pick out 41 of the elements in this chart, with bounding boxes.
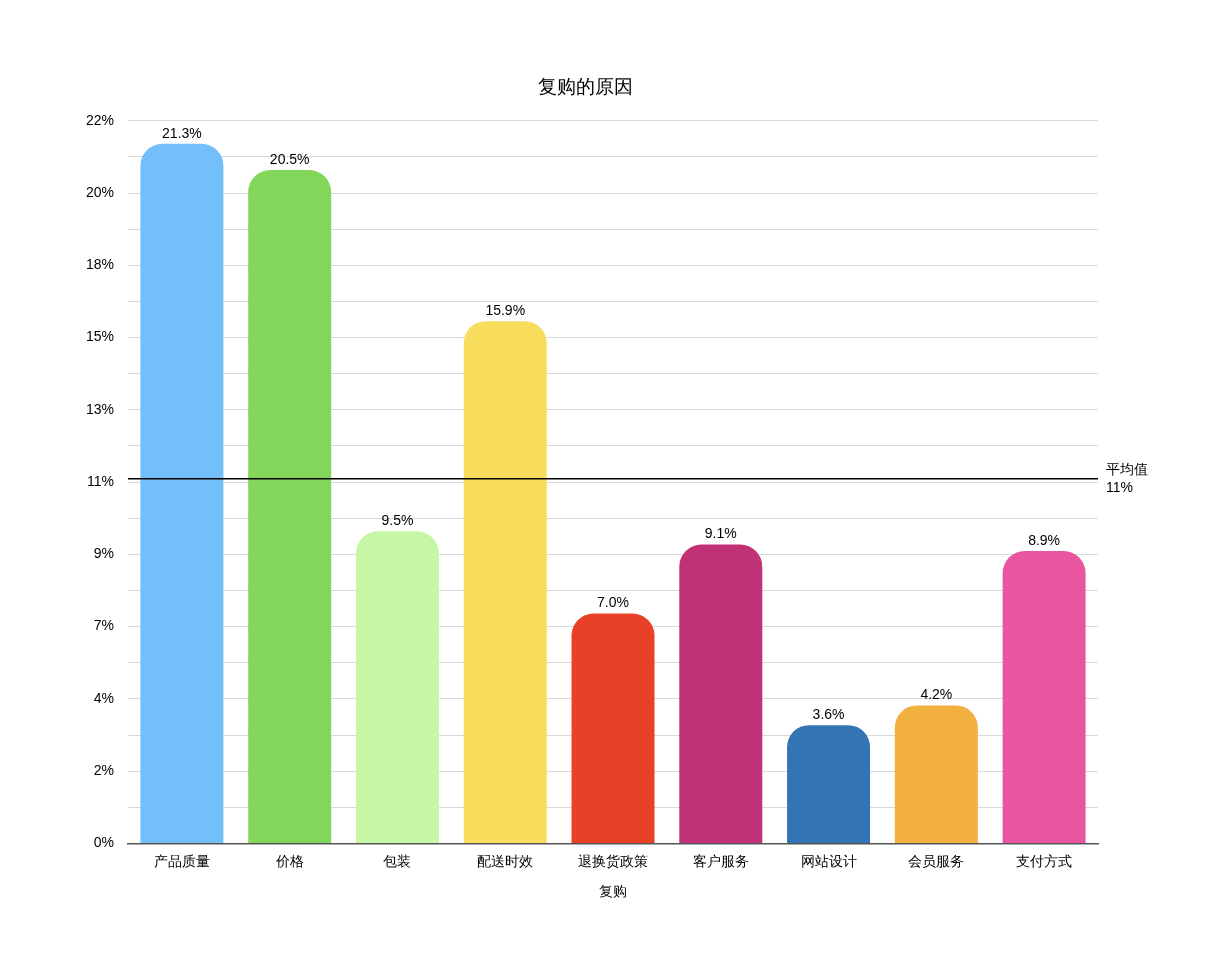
bar xyxy=(1002,551,1086,843)
chart-title: 复购的原因 xyxy=(537,75,633,97)
bar xyxy=(355,531,439,843)
bar xyxy=(571,613,655,843)
x-tick-label: 价格 xyxy=(274,852,304,869)
data-label: 9.5% xyxy=(381,512,414,529)
bar xyxy=(248,170,332,843)
x-tick-label: 网站设计 xyxy=(800,852,857,869)
x-axis-title: 复购 xyxy=(599,883,628,900)
y-tick-label: 4% xyxy=(93,689,115,706)
ref-line-label: 平均值 11% xyxy=(1106,460,1148,495)
bar xyxy=(894,705,978,843)
x-tick-label: 支付方式 xyxy=(1016,852,1073,869)
y-tick-label: 2% xyxy=(93,762,115,778)
x-tick-label: 客户服务 xyxy=(692,852,749,869)
data-label: 8.9% xyxy=(1028,531,1061,548)
x-tick-label: 包装 xyxy=(383,852,412,869)
y-tick-label: 9% xyxy=(93,545,115,562)
y-tick-label: 7% xyxy=(93,617,115,634)
x-tick-label: 退换货政策 xyxy=(578,852,649,869)
data-label: 21.3% xyxy=(162,124,202,141)
bar xyxy=(140,143,224,843)
data-label: 4.2% xyxy=(920,686,953,703)
bar xyxy=(787,725,871,843)
data-label: 7.0% xyxy=(597,594,629,611)
y-tick-label: 13% xyxy=(85,400,115,417)
y-tick-label: 0% xyxy=(93,834,115,851)
x-tick-label: 会员服务 xyxy=(908,852,965,869)
x-tick-label: 产品质量 xyxy=(153,852,210,869)
y-tick-label: 20% xyxy=(85,183,115,200)
data-label: 15.9% xyxy=(485,302,526,319)
data-label: 3.6% xyxy=(812,706,845,723)
x-tick-label: 配送时效 xyxy=(477,852,534,869)
y-tick-label: 22% xyxy=(85,111,115,128)
y-tick-label: 15% xyxy=(85,328,115,345)
bar xyxy=(463,321,547,843)
y-tick-label: 18% xyxy=(85,256,115,273)
y-tick-label: 11% xyxy=(87,472,115,489)
data-label: 9.1% xyxy=(704,525,737,542)
bar xyxy=(679,544,763,843)
data-label: 20.5% xyxy=(269,150,310,167)
